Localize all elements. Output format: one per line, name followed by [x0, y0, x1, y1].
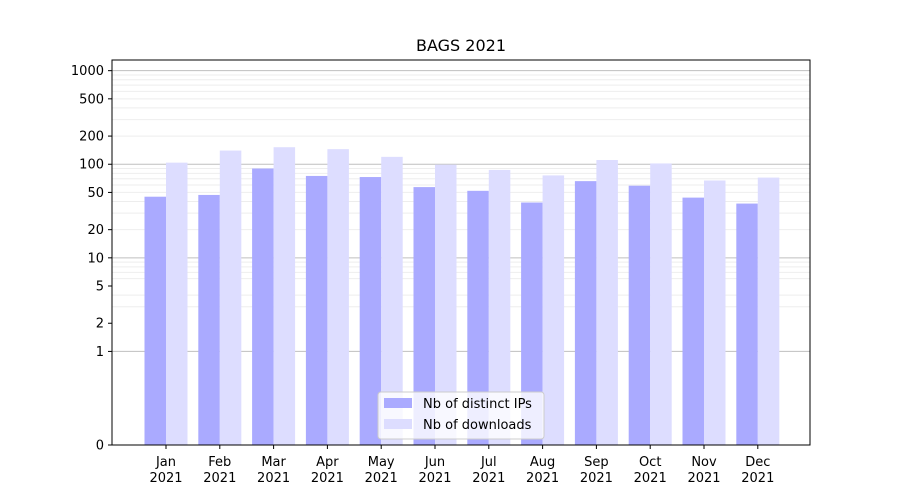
- x-tick-label-month: Dec: [745, 455, 770, 470]
- y-tick-label: 200: [79, 130, 104, 145]
- bar-distinct-ips: [574, 181, 597, 445]
- x-tick-label-year: 2021: [149, 471, 182, 486]
- x-tick-label-month: Mar: [261, 455, 286, 470]
- x-tick-label-month: Apr: [316, 455, 339, 470]
- bar-downloads: [542, 175, 565, 445]
- y-tick-label: 500: [79, 92, 104, 107]
- x-tick-label-month: Jul: [480, 455, 497, 470]
- x-tick-label-year: 2021: [634, 471, 667, 486]
- x-tick-label-year: 2021: [311, 471, 344, 486]
- legend-box: [377, 391, 545, 440]
- bar-distinct-ips: [521, 202, 543, 445]
- x-tick-label-year: 2021: [418, 471, 451, 486]
- bar-downloads: [704, 180, 726, 446]
- plot-frame: [111, 59, 811, 446]
- y-tick-label: 50: [87, 186, 104, 201]
- x-axis: Jan2021Feb2021Mar2021Apr2021May2021Jun20…: [149, 445, 774, 486]
- bar-downloads: [596, 160, 618, 445]
- x-tick-label-year: 2021: [365, 471, 398, 486]
- y-tick-label: 10: [87, 251, 104, 266]
- chart-title: BAGS 2021: [416, 36, 506, 55]
- x-tick-label-year: 2021: [687, 471, 720, 486]
- bar-downloads: [219, 150, 242, 445]
- bar-downloads: [488, 169, 511, 445]
- bar-distinct-ips: [413, 187, 435, 445]
- legend-swatch-downloads: [384, 419, 412, 429]
- x-tick-label-month: May: [368, 455, 395, 470]
- bar-downloads: [381, 156, 403, 446]
- y-tick-label: 0: [96, 439, 104, 454]
- bar-downloads: [757, 177, 780, 446]
- y-tick-label: 5: [96, 280, 104, 295]
- bar-downloads: [273, 147, 296, 445]
- bar-distinct-ips: [682, 197, 704, 445]
- x-tick-label-year: 2021: [526, 471, 559, 486]
- bar-downloads: [166, 162, 188, 445]
- y-tick-label: 1000: [71, 64, 104, 79]
- legend-label-downloads: Nb of downloads: [423, 418, 532, 433]
- x-tick-label-month: Aug: [530, 455, 555, 470]
- y-tick-label: 2: [96, 317, 104, 332]
- bar-distinct-ips: [467, 190, 489, 445]
- x-tick-label-year: 2021: [257, 471, 290, 486]
- x-tick-label-year: 2021: [203, 471, 236, 486]
- bar-distinct-ips: [252, 168, 274, 445]
- legend-swatch-ips: [384, 398, 412, 408]
- bar-distinct-ips: [359, 177, 382, 446]
- legend: Nb of distinct IPs Nb of downloads: [377, 391, 545, 440]
- x-tick-label-month: Sep: [584, 455, 609, 470]
- y-tick-label: 20: [87, 223, 104, 238]
- bar-downloads: [435, 164, 457, 445]
- bars: [144, 147, 780, 446]
- x-tick-label-year: 2021: [472, 471, 505, 486]
- x-tick-label-year: 2021: [741, 471, 774, 486]
- legend-label-ips: Nb of distinct IPs: [423, 397, 532, 412]
- bar-downloads: [650, 163, 672, 445]
- bar-distinct-ips: [198, 194, 220, 445]
- bar-distinct-ips: [628, 185, 651, 446]
- bar-downloads: [327, 149, 349, 445]
- x-tick-label-month: Jun: [424, 455, 445, 470]
- x-tick-label-month: Oct: [639, 455, 661, 470]
- bar-distinct-ips: [736, 203, 758, 445]
- y-axis: 0 1 2 5 10 20 50 100 200 500 1000: [71, 64, 112, 454]
- bar-distinct-ips: [144, 196, 166, 445]
- bar-distinct-ips: [305, 175, 328, 445]
- x-tick-label-month: Feb: [208, 455, 231, 470]
- y-tick-label: 100: [79, 158, 104, 173]
- x-tick-label-month: Jan: [155, 455, 176, 470]
- y-tick-label: 1: [96, 345, 104, 360]
- x-tick-label-month: Nov: [691, 455, 717, 470]
- x-tick-label-year: 2021: [580, 471, 613, 486]
